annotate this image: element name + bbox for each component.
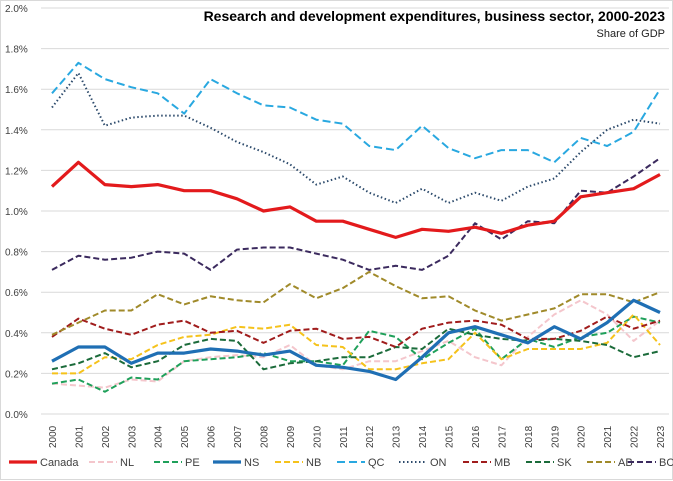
x-tick-label: 2018 [524, 425, 535, 448]
series-line-bc [51, 157, 661, 271]
legend-item-nl: NL [89, 457, 134, 469]
series-line-mb [51, 315, 661, 348]
series-line-on [51, 72, 661, 204]
x-tick-label: 2011 [339, 426, 350, 448]
y-tick-label: 0.4% [5, 329, 28, 340]
gridlines [41, 7, 669, 415]
x-tick-label: 2019 [550, 425, 561, 448]
legend-item-bc: BC [628, 457, 673, 469]
y-tick-label: 2.0% [5, 4, 28, 15]
x-tick-label: 2009 [286, 425, 297, 448]
x-tick-label: 2010 [312, 425, 323, 448]
x-tick-label: 2014 [418, 425, 429, 448]
legend-item-on: ON [399, 457, 447, 469]
x-axis-ticks: 2000 2001 2002 2003 2004 2005 2006 2007 2008 2009… [48, 425, 667, 448]
y-tick-label: 1.0% [5, 207, 28, 218]
y-tick-label: 1.8% [5, 45, 28, 56]
y-tick-label: 0.0% [5, 410, 28, 421]
legend-label: NS [244, 457, 259, 469]
series-line-pe [51, 315, 661, 393]
series-line-nl [51, 299, 661, 389]
legend: Canada NL PE NS NB QC ON MB SK AB BC [9, 457, 673, 469]
y-axis-ticks: 0.0% 0.2% 0.4% 0.6% 0.8% 1.0% 1.2% 1.4% 1.6% 1.8%… [5, 4, 28, 421]
legend-label: BC [659, 457, 673, 469]
x-tick-label: 2006 [207, 425, 218, 448]
x-tick-label: 2003 [127, 425, 138, 448]
legend-label: Canada [40, 457, 79, 469]
legend-label: SK [557, 457, 572, 469]
y-tick-label: 0.6% [5, 288, 28, 299]
legend-label: NB [306, 457, 321, 469]
legend-item-ab: AB [587, 457, 633, 469]
x-tick-label: 2017 [497, 425, 508, 448]
legend-item-qc: QC [337, 457, 385, 469]
x-tick-label: 2004 [154, 425, 165, 448]
x-tick-label: 2002 [101, 425, 112, 448]
x-tick-label: 2016 [471, 425, 482, 448]
legend-label: NL [120, 457, 134, 469]
x-tick-label: 2012 [365, 425, 376, 448]
series-line-canada [50, 160, 661, 239]
legend-item-mb: MB [463, 457, 511, 469]
chart-title: Research and development expenditures, b… [204, 8, 666, 24]
x-tick-label: 2001 [74, 425, 85, 448]
x-tick-label: 2020 [577, 425, 588, 448]
legend-label: AB [618, 457, 633, 469]
x-tick-label: 2015 [445, 425, 456, 448]
y-tick-label: 0.8% [5, 248, 28, 259]
legend-label: ON [430, 457, 447, 469]
x-tick-label: 2007 [233, 425, 244, 448]
y-tick-label: 0.2% [5, 369, 28, 380]
legend-item-sk: SK [526, 457, 572, 469]
series-lines [50, 61, 661, 393]
chart-subtitle: Share of GDP [597, 28, 665, 40]
y-tick-label: 1.4% [5, 126, 28, 137]
y-tick-label: 1.2% [5, 166, 28, 177]
x-tick-label: 2022 [630, 425, 641, 448]
x-tick-label: 2023 [656, 425, 667, 448]
x-tick-label: 2021 [603, 425, 614, 448]
x-tick-label: 2000 [48, 425, 59, 448]
x-tick-label: 2008 [259, 425, 270, 448]
legend-label: QC [368, 457, 385, 469]
legend-item-nb: NB [275, 457, 321, 469]
series-line-ns [51, 298, 661, 382]
x-tick-label: 2005 [180, 425, 191, 448]
series-line-sk [51, 327, 661, 371]
series-line-ab [51, 270, 661, 336]
x-tick-label: 2013 [392, 425, 403, 448]
legend-label: PE [185, 457, 200, 469]
legend-item-canada: Canada [9, 457, 79, 469]
series-line-nb [52, 313, 661, 375]
legend-item-ns: NS [213, 457, 259, 469]
legend-label: MB [494, 457, 511, 469]
legend-item-pe: PE [154, 457, 200, 469]
series-line-qc [51, 61, 661, 164]
y-tick-label: 1.6% [5, 85, 28, 96]
